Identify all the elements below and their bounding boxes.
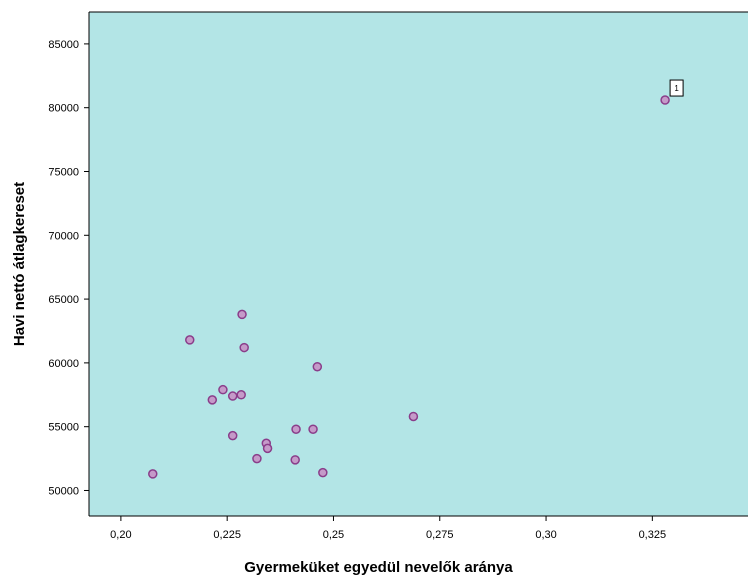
data-point [252,453,262,464]
data-point [239,342,249,353]
y-tick-label: 65000 [48,294,79,306]
data-point [185,335,195,345]
x-tick-label: 0,275 [426,529,454,541]
point-label: 1 [674,84,679,93]
y-tick-label: 55000 [48,422,79,434]
data-point [312,361,323,372]
x-tick-label: 0,225 [213,529,241,541]
plot-area [89,12,748,516]
data-point [660,95,670,105]
y-tick-label: 75000 [48,166,79,178]
x-tick-label: 0,325 [639,529,667,541]
point-label-box [669,79,684,97]
data-points: 1 [148,79,684,479]
x-tick-label: 0,20 [110,529,131,541]
y-tick-label: 80000 [48,103,79,115]
data-point [291,424,301,434]
data-point [308,424,318,434]
data-point [227,430,238,441]
data-point [290,455,300,465]
data-point [148,469,158,479]
data-point [236,390,246,400]
y-axis-title: Havi nettó átlagkereset [11,182,28,346]
y-tick-label: 85000 [48,39,79,51]
x-tick-label: 0,25 [323,529,344,541]
data-point [408,411,419,422]
data-point [218,384,228,395]
data-point [318,467,328,478]
data-point [227,391,238,401]
y-tick-label: 50000 [48,485,79,497]
x-tick-label: 0,30 [535,529,556,541]
y-axis: 50000 55000 60000 65000 70000 75000 80000 85000 [48,12,90,516]
data-point [237,309,247,320]
y-tick-label: 60000 [48,358,79,370]
x-axis-title: Gyermeküket egyedül nevelők aránya [244,559,513,576]
x-axis: 0,20 0,225 0,25 0,275 0,30 0,325 [89,11,748,541]
y-tick-label: 70000 [48,230,79,242]
data-point [262,443,273,454]
data-point [207,395,218,405]
